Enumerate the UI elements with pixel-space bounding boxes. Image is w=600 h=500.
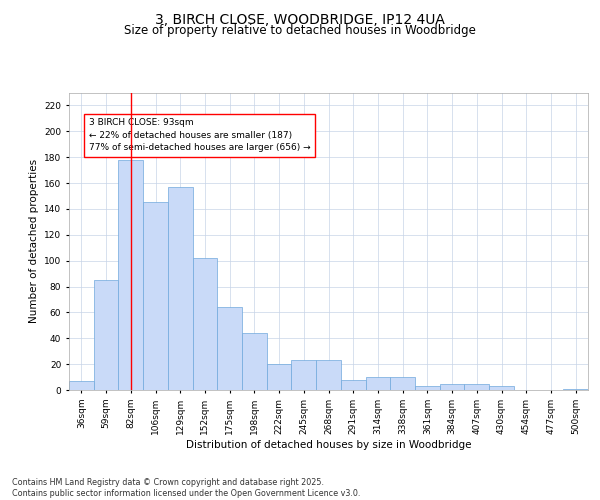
Text: Contains HM Land Registry data © Crown copyright and database right 2025.
Contai: Contains HM Land Registry data © Crown c…: [12, 478, 361, 498]
Text: Size of property relative to detached houses in Woodbridge: Size of property relative to detached ho…: [124, 24, 476, 37]
Text: 3 BIRCH CLOSE: 93sqm
← 22% of detached houses are smaller (187)
77% of semi-deta: 3 BIRCH CLOSE: 93sqm ← 22% of detached h…: [89, 118, 310, 152]
Y-axis label: Number of detached properties: Number of detached properties: [29, 159, 38, 324]
Bar: [563, 388, 588, 390]
Bar: [242, 333, 267, 390]
Bar: [464, 384, 489, 390]
Bar: [168, 187, 193, 390]
Bar: [118, 160, 143, 390]
Bar: [217, 307, 242, 390]
Text: 3, BIRCH CLOSE, WOODBRIDGE, IP12 4UA: 3, BIRCH CLOSE, WOODBRIDGE, IP12 4UA: [155, 12, 445, 26]
Bar: [365, 377, 390, 390]
Bar: [292, 360, 316, 390]
Bar: [316, 360, 341, 390]
Bar: [69, 381, 94, 390]
Bar: [94, 280, 118, 390]
Bar: [193, 258, 217, 390]
Bar: [143, 202, 168, 390]
Bar: [267, 364, 292, 390]
Bar: [390, 377, 415, 390]
Bar: [415, 386, 440, 390]
Bar: [341, 380, 365, 390]
Bar: [440, 384, 464, 390]
X-axis label: Distribution of detached houses by size in Woodbridge: Distribution of detached houses by size …: [186, 440, 471, 450]
Bar: [489, 386, 514, 390]
